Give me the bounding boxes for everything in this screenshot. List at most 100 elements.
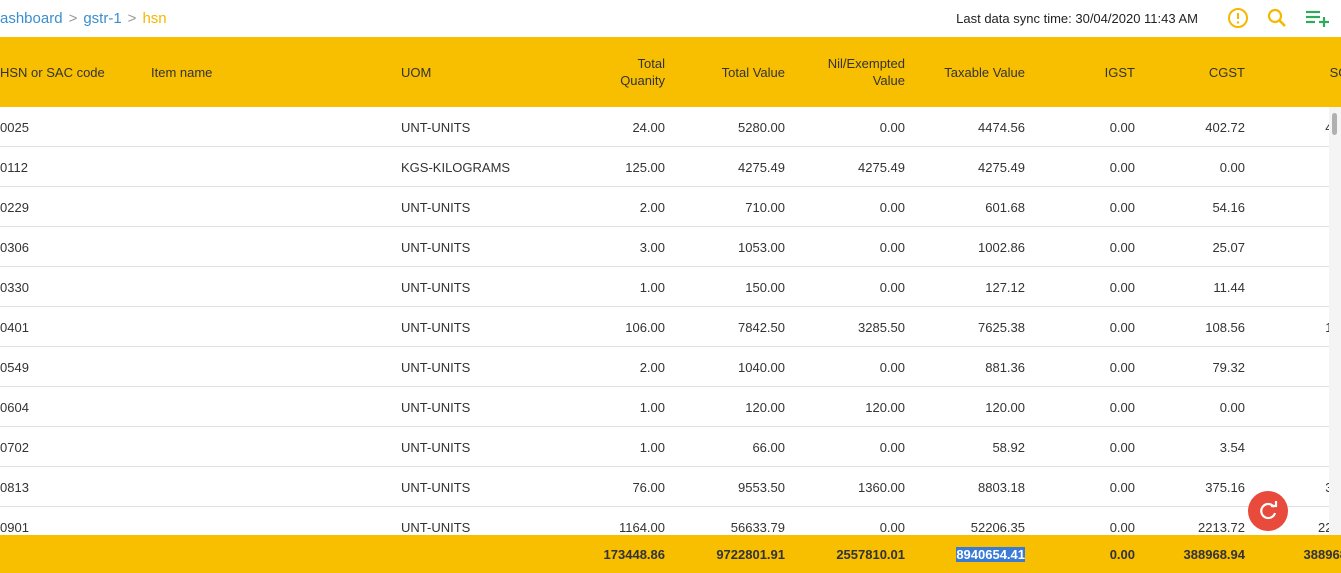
table-cell: 0.00	[1109, 120, 1135, 135]
table-cell: 881.36	[985, 360, 1025, 375]
table-cell: 56633.79	[730, 520, 785, 535]
table-cell: 2.00	[639, 360, 665, 375]
table-row[interactable]: 0306 UNT-UNITS 3.00 1053.00 0.00 1002.86 0.00 2…	[0, 227, 1341, 267]
table-cell: 3.54	[1219, 440, 1245, 455]
table-cell: 0.00	[1109, 480, 1135, 495]
refresh-button[interactable]	[1246, 489, 1290, 533]
crumb-link[interactable]: ashboard	[0, 10, 63, 27]
column-header: Taxable Value	[944, 64, 1025, 80]
table-cell: 0.00	[1109, 280, 1135, 295]
table-cell: 1.00	[639, 280, 665, 295]
table-cell: 9553.50	[738, 480, 785, 495]
table-cell: UNT-UNITS	[401, 520, 471, 535]
table-cell: 1.00	[639, 400, 665, 415]
table-cell: 24.00	[632, 120, 665, 135]
table-cell: 0.00	[1109, 400, 1135, 415]
table-cell: 0.00	[879, 120, 905, 135]
table-cell: 0.00	[1109, 440, 1135, 455]
total-cell: 8940654.41	[956, 547, 1025, 562]
total-cell: 388968.94	[1303, 547, 1341, 562]
table-cell: 3285.50	[858, 320, 905, 335]
table-cell: 66.00	[752, 440, 785, 455]
table-cell: 0.00	[1109, 240, 1135, 255]
table-cell: 0604	[0, 400, 29, 415]
table-cell: UNT-UNITS	[401, 480, 471, 495]
table-cell: 52206.35	[970, 520, 1025, 535]
table-cell: 4275.49	[738, 160, 785, 175]
table-cell: 0025	[0, 120, 29, 135]
table-cell: 0.00	[879, 280, 905, 295]
table-cell: 127.12	[985, 280, 1025, 295]
table-cell: 0.00	[1109, 200, 1135, 215]
top-bar: ashboard > gstr-1 > hsn Last data sync time:…	[0, 0, 1341, 37]
table-cell: 0.00	[1219, 400, 1245, 415]
add-list-icon[interactable]	[1304, 6, 1332, 30]
table-cell: 1164.00	[618, 520, 665, 535]
table-cell: 4275.49	[858, 160, 905, 175]
table-cell: 120.00	[985, 400, 1025, 415]
total-cell: 2557810.01	[836, 547, 905, 562]
alert-icon[interactable]	[1226, 6, 1250, 30]
table-cell: 601.68	[985, 200, 1025, 215]
table-row[interactable]: 0229 UNT-UNITS 2.00 710.00 0.00 601.68 0.00 54.…	[0, 187, 1341, 227]
table-row[interactable]: 0813 UNT-UNITS 76.00 9553.50 1360.00 8803.18 0…	[0, 467, 1341, 507]
table-cell: 58.92	[992, 440, 1025, 455]
table-cell: 76.00	[632, 480, 665, 495]
column-header: Item name	[151, 64, 213, 80]
table-cell: 1053.00	[738, 240, 785, 255]
search-icon[interactable]	[1265, 6, 1289, 30]
table-cell: 0.00	[879, 360, 905, 375]
table-cell: UNT-UNITS	[401, 120, 471, 135]
table-cell: 0401	[0, 320, 29, 335]
column-header: SGST	[1329, 64, 1341, 80]
scrollbar[interactable]	[1329, 107, 1341, 535]
table-cell: 120.00	[865, 400, 905, 415]
table-row[interactable]: 0549 UNT-UNITS 2.00 1040.00 0.00 881.36 0.00 79…	[0, 347, 1341, 387]
table-row[interactable]: 0604 UNT-UNITS 1.00 120.00 120.00 120.00 0.00 0…	[0, 387, 1341, 427]
table-cell: 8803.18	[978, 480, 1025, 495]
table-cell: UNT-UNITS	[401, 200, 471, 215]
table-cell: UNT-UNITS	[401, 280, 471, 295]
table-cell: 0702	[0, 440, 29, 455]
crumb-current: hsn	[142, 10, 167, 27]
column-header: Total Quanity	[620, 56, 665, 88]
table-cell: 79.32	[1212, 360, 1245, 375]
table-cell: 2.00	[639, 200, 665, 215]
table-cell: 1360.00	[858, 480, 905, 495]
table-header: HSN or SAC code Item name UOM Total Quanity…	[0, 37, 1341, 107]
table-cell: 106.00	[625, 320, 665, 335]
table-cell: 0112	[0, 160, 28, 175]
table-cell: 0330	[0, 280, 29, 295]
table-cell: 4474.56	[978, 120, 1025, 135]
table-cell: 54.16	[1212, 200, 1245, 215]
table-row[interactable]: 0025 UNT-UNITS 24.00 5280.00 0.00 4474.56 0.00…	[0, 107, 1341, 147]
table-cell: 0.00	[1109, 320, 1135, 335]
column-header: Total Value	[721, 64, 785, 80]
table-cell: 4275.49	[978, 160, 1025, 175]
table-totals: 173448.86 9722801.91 2557810.01 8940654.41 0…	[0, 535, 1341, 573]
table-cell: UNT-UNITS	[401, 240, 471, 255]
table-cell: 375.16	[1205, 480, 1245, 495]
table-cell: 0.00	[1109, 160, 1135, 175]
table-cell: 7842.50	[738, 320, 785, 335]
table-row[interactable]: 0702UNT-UNITS1.0066.000.0058.920.003.543…	[0, 427, 1341, 467]
column-header: Nil/Exempted Value	[827, 56, 905, 88]
table-cell: 1040.00	[738, 360, 785, 375]
total-cell: 173448.86	[603, 547, 665, 562]
table-cell: 0229	[0, 200, 29, 215]
table-cell: 125.00	[625, 160, 665, 175]
table-cell: 5280.00	[738, 120, 785, 135]
table-cell: UNT-UNITS	[401, 320, 471, 335]
crumb-link[interactable]: gstr-1	[83, 10, 122, 27]
table-row[interactable]: 0112 KGS-KILOGRAMS 125.00 4275.49 4275.49 427…	[0, 147, 1341, 187]
column-header: CGST	[1208, 64, 1245, 80]
table-cell: 11.44	[1213, 280, 1245, 295]
table-cell: 25.07	[1212, 240, 1245, 255]
table-cell: 0.00	[1219, 160, 1245, 175]
table-row[interactable]: 0330 UNT-UNITS 1.00 150.00 0.00 127.12 0.00 11.…	[0, 267, 1341, 307]
table-cell: 1002.86	[978, 240, 1025, 255]
table-row[interactable]: 0401 UNT-UNITS 106.00 7842.50 3285.50 7625.38…	[0, 307, 1341, 347]
table-cell: 7625.38	[978, 320, 1025, 335]
table-cell: 0.00	[879, 520, 905, 535]
table-cell: 0.00	[1109, 520, 1135, 535]
